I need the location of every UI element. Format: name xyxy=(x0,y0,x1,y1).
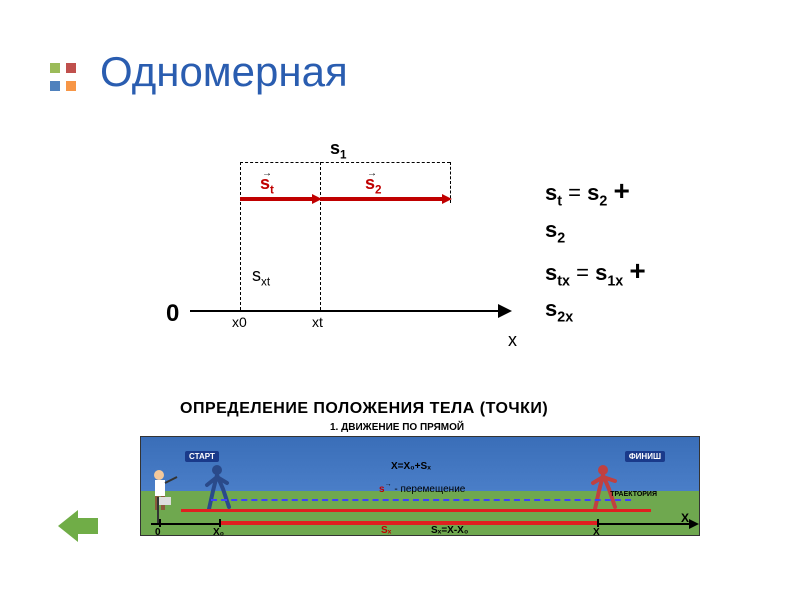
dash-h-top xyxy=(240,162,450,163)
dash-v-x0 xyxy=(240,162,241,310)
bullet-4 xyxy=(66,81,76,91)
trajectory-line xyxy=(211,499,631,501)
label-origin: 0 xyxy=(166,300,179,328)
scene-axis-arrow xyxy=(689,519,699,529)
finish-sign: ФИНИШ xyxy=(625,451,665,462)
origin-flag-cloth xyxy=(159,497,171,505)
axis-x-pos: X xyxy=(593,527,600,538)
tick-x0 xyxy=(219,519,221,527)
tick-0 xyxy=(159,519,161,527)
label-s1: s1 xyxy=(330,138,347,162)
displacement-label: s→ - перемещение xyxy=(379,484,465,495)
back-arrow-icon xyxy=(56,504,100,548)
runner-finish-figure xyxy=(589,463,621,515)
eq-line-1: st = s2 + xyxy=(545,170,646,213)
start-sign: СТАРТ xyxy=(185,451,219,462)
back-arrow-shape xyxy=(58,510,98,542)
runner-start-figure xyxy=(203,463,235,515)
formula-top: X=X₀+Sₓ xyxy=(391,461,431,472)
vector-st xyxy=(240,197,312,201)
illustration-subtitle: 1. ДВИЖЕНИЕ ПО ПРЯМОЙ xyxy=(330,422,464,433)
eq-line-2: s2 xyxy=(545,213,646,250)
page-title: Одномерная xyxy=(100,48,348,96)
tick-x xyxy=(597,519,599,527)
starter-figure xyxy=(147,467,183,515)
st-arrow-symbol: → xyxy=(262,168,272,179)
label-x0: х0 xyxy=(232,314,247,330)
x-axis-arrow xyxy=(498,304,512,318)
dash-v-xt xyxy=(320,162,321,310)
axis-x-end: X xyxy=(681,511,689,525)
eq-line-3: stx = s1x + xyxy=(545,250,646,293)
vector-diagram: s1 st s2 → → sxt 0 х0 хt х xyxy=(190,150,510,350)
title-bullets xyxy=(50,60,78,96)
back-button[interactable] xyxy=(56,504,100,548)
label-sxt: sxt xyxy=(252,265,270,289)
sx-segment xyxy=(219,521,597,525)
label-x: х xyxy=(508,330,517,351)
trajectory-label: ТРАЕКТОРИЯ xyxy=(610,491,657,498)
equations-block: st = s2 + s2 stx = s1x + s2x xyxy=(545,170,646,329)
track-scene: СТАРТ ФИНИШ X=X₀+Sₓ s→ - перемещение ТРА… xyxy=(140,436,700,536)
axis-0: 0 xyxy=(155,527,161,538)
x-axis xyxy=(190,310,500,312)
bullet-3 xyxy=(50,81,60,91)
bullet-2 xyxy=(66,63,76,73)
s2-arrow-symbol: → xyxy=(367,168,377,179)
sx-formula: Sₓ=X-X₀ xyxy=(431,525,468,536)
label-xt: хt xyxy=(312,314,323,330)
bullet-1 xyxy=(50,63,60,73)
sx-label: Sₓ xyxy=(381,525,391,536)
eq-line-4: s2x xyxy=(545,292,646,329)
axis-x0: X₀ xyxy=(213,527,224,538)
illustration-title: ОПРЕДЕЛЕНИЕ ПОЛОЖЕНИЯ ТЕЛА (ТОЧКИ) xyxy=(180,400,548,418)
track-line xyxy=(181,509,651,512)
vector-s2 xyxy=(320,197,442,201)
vector-s2-arrow xyxy=(442,194,452,204)
